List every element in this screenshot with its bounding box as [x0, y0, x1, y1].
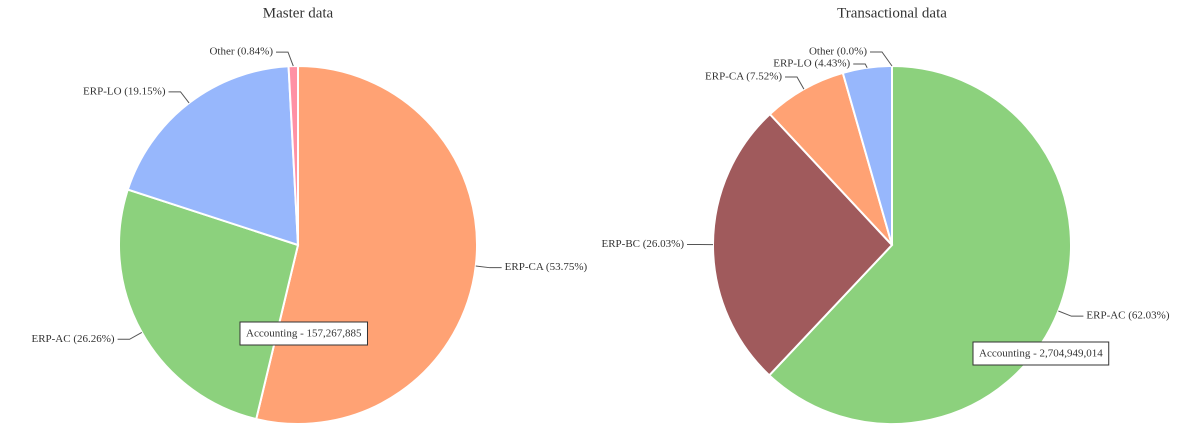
slice-label: ERP-LO (4.43%)	[773, 58, 850, 70]
tooltip: Accounting - 2,704,949,014	[972, 341, 1110, 366]
slice-label: ERP-AC (62.03%)	[1086, 310, 1169, 322]
tooltip-box	[239, 321, 368, 346]
pie-slice	[118, 188, 300, 421]
tooltip: Accounting - 157,267,885	[239, 321, 368, 346]
slice-label: ERP-CA (7.52%)	[705, 71, 782, 83]
leader-line	[475, 265, 502, 269]
leader-line	[870, 51, 893, 67]
pie-slice	[712, 112, 894, 377]
pie-slice	[287, 64, 299, 246]
leader-line	[168, 91, 190, 104]
pie-slice	[126, 65, 300, 247]
tooltip-text: Accounting - 157,267,885	[246, 328, 362, 340]
slice-label: ERP-LO (19.15%)	[83, 85, 166, 97]
tooltip-text: Accounting - 2,704,949,014	[979, 348, 1103, 360]
slice-label: ERP-AC (26.26%)	[31, 333, 114, 345]
slice-label: Other (0.0%)	[809, 46, 867, 58]
slice-label: ERP-CA (53.75%)	[505, 261, 588, 273]
leader-line	[785, 76, 805, 90]
leader-line	[276, 51, 294, 67]
chart-title: Master data	[263, 5, 334, 21]
slice-label: ERP-BC (26.03%)	[602, 238, 685, 250]
slice-label: Other (0.84%)	[209, 46, 273, 58]
tooltip-box	[972, 341, 1110, 366]
chart-title: Transactional data	[837, 5, 947, 21]
leader-line	[1058, 310, 1084, 317]
leader-line	[853, 63, 868, 68]
pie-slice	[767, 64, 1072, 425]
leader-line	[117, 331, 143, 340]
